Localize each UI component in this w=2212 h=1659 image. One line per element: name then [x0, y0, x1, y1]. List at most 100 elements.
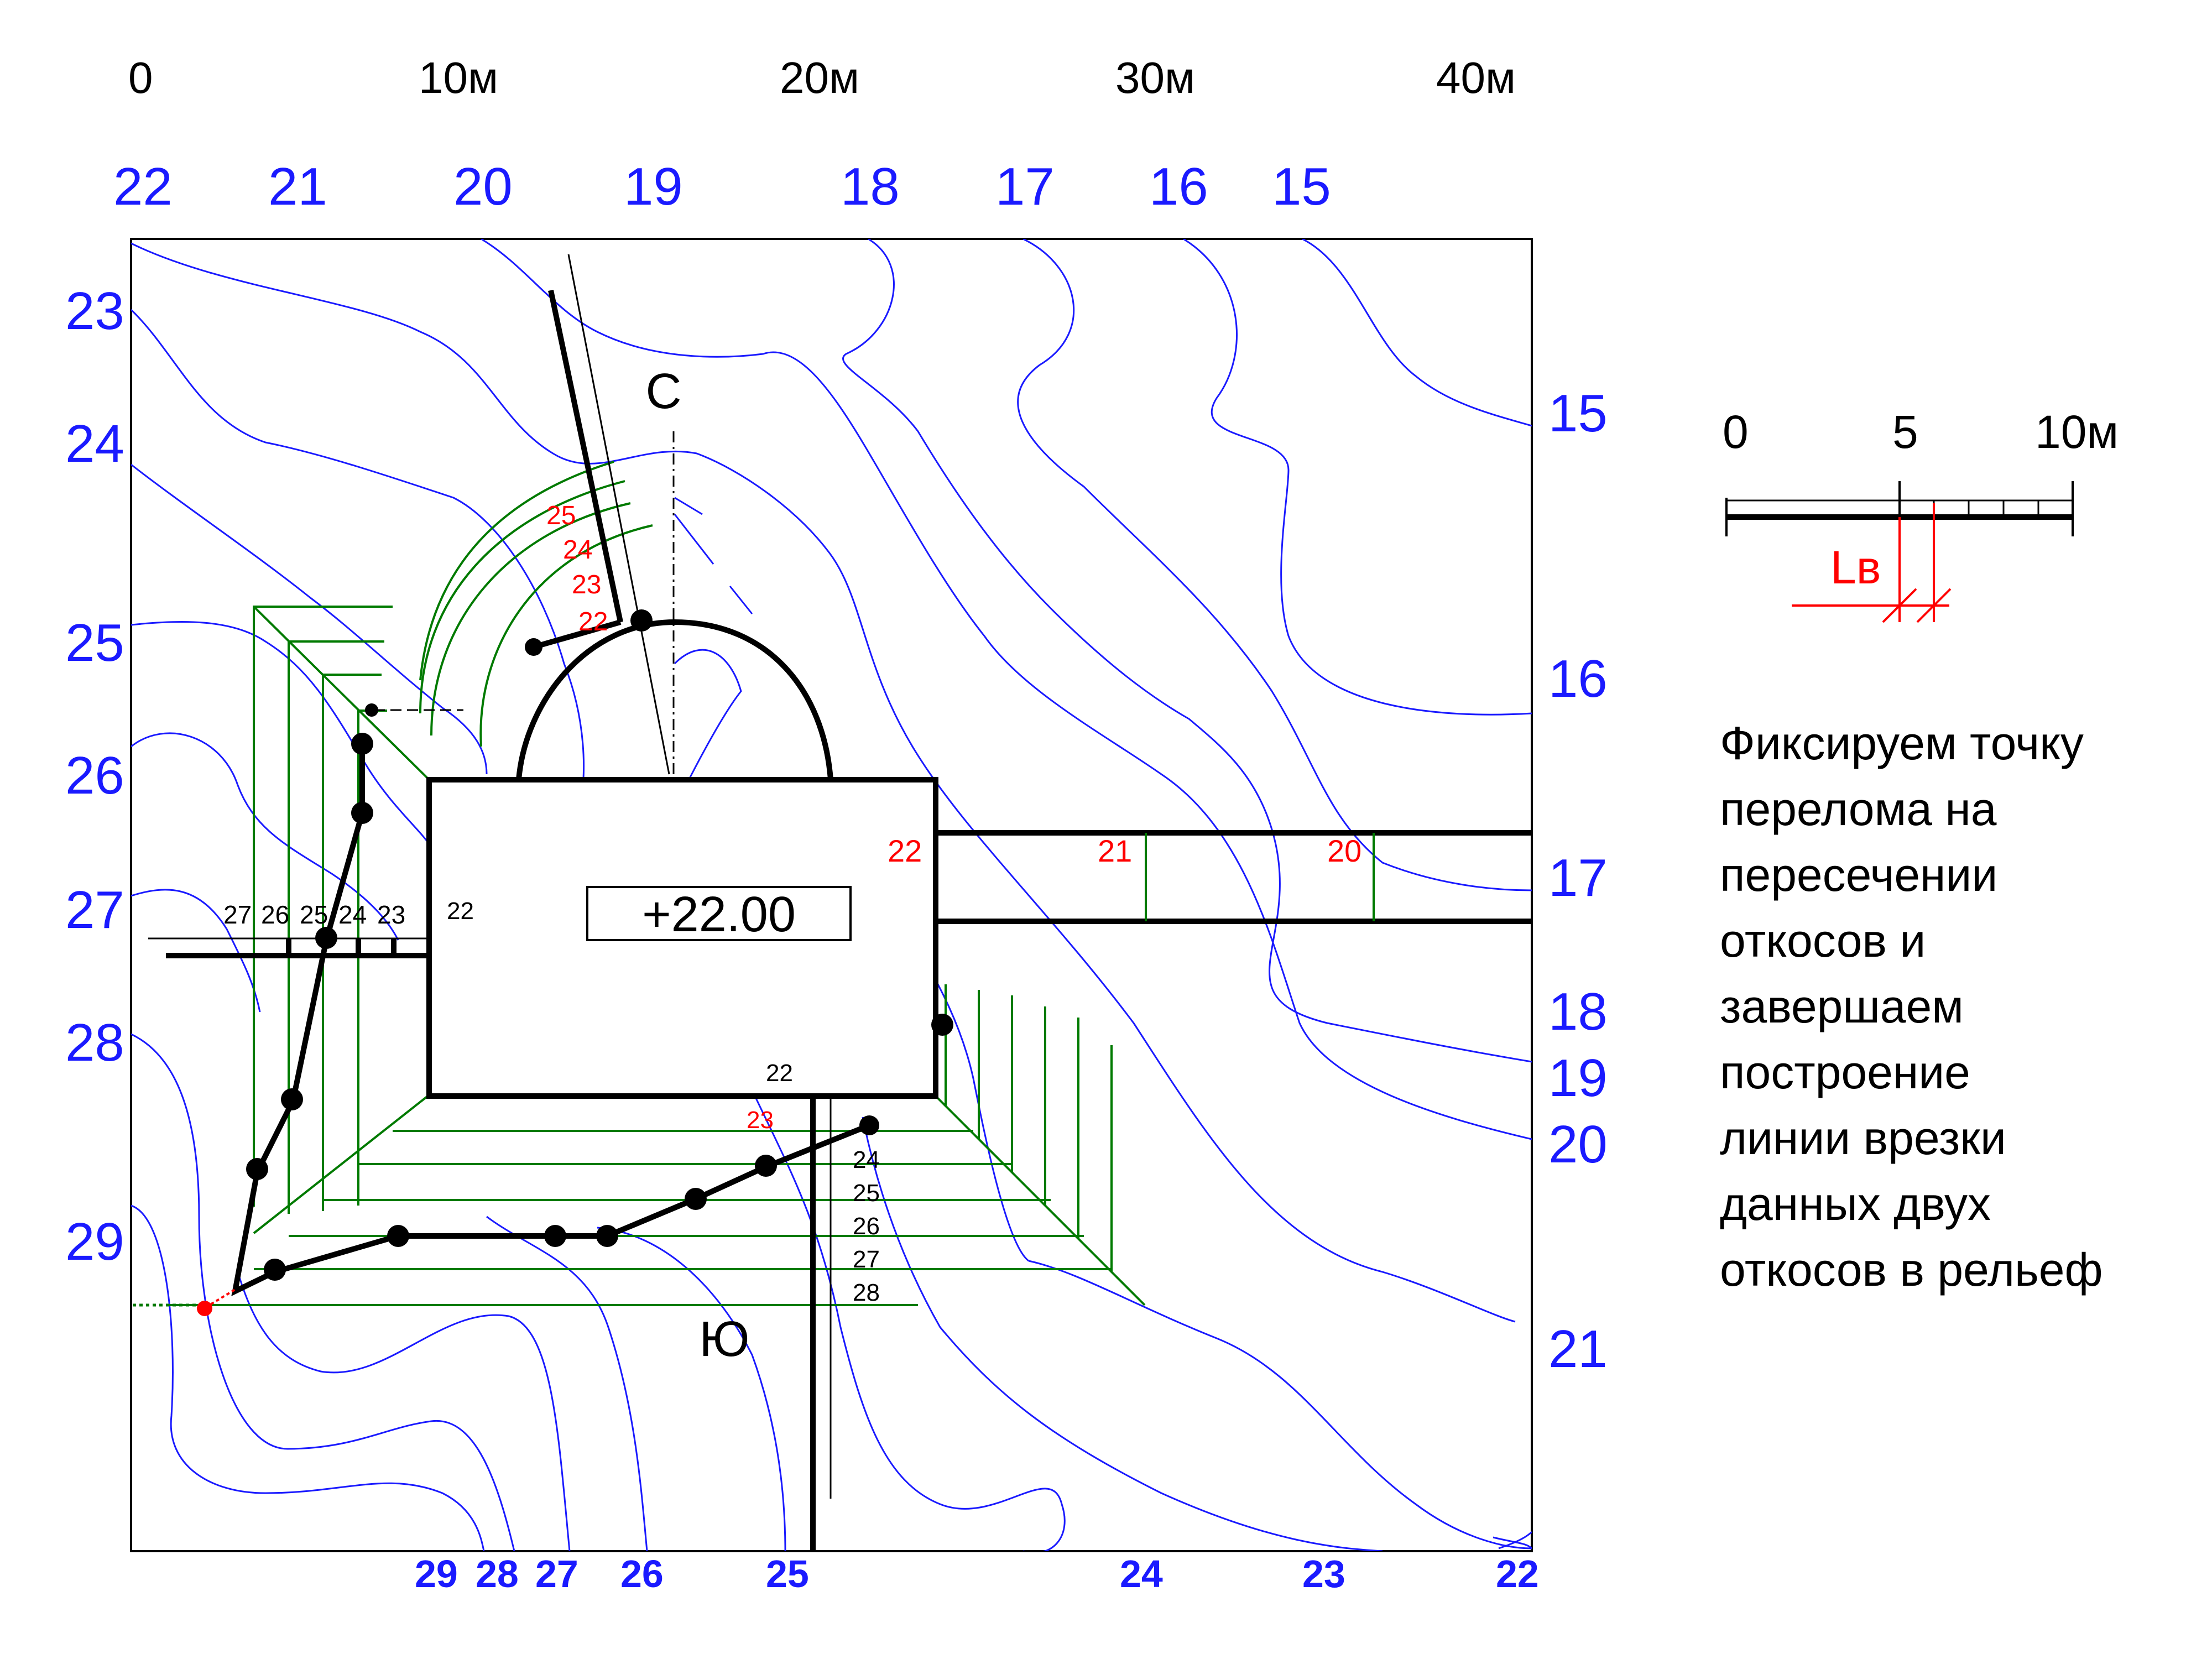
slope-arc [419, 461, 614, 681]
note-line: линии врезки [1720, 1112, 2006, 1164]
north-slope-label: 25 [546, 501, 576, 530]
west-slope-label: 26 [261, 900, 289, 929]
road-label: 21 [1098, 833, 1132, 868]
contour-label: 16 [1548, 649, 1608, 708]
contour-label: 23 [1302, 1552, 1345, 1595]
scale-label-10m: 10м [419, 53, 498, 102]
contour-label: 25 [766, 1552, 809, 1595]
cut-line [197, 609, 953, 1316]
explanation-note: Фиксируем точку перелома на пересечении … [1720, 711, 2206, 1303]
cut-point [755, 1155, 777, 1177]
contour-label: 29 [65, 1212, 124, 1271]
contour-dashed [674, 497, 703, 515]
top-scale: 0 10м 20м 30м 40м [128, 53, 1516, 102]
cut-point [315, 927, 337, 949]
cut-point [859, 1115, 879, 1135]
contour-label: 17 [995, 157, 1055, 216]
contour-line [1493, 1531, 1532, 1550]
cut-point [596, 1225, 618, 1247]
north-label: С [646, 364, 682, 419]
contour-label: 21 [1548, 1319, 1608, 1379]
contour-line [131, 1033, 515, 1551]
south-slope-labels: 23 24 25 26 27 28 [747, 1107, 880, 1306]
cut-point [931, 1014, 953, 1036]
contour-label: 16 [1149, 157, 1208, 216]
top-contour-labels: 22 21 20 19 18 17 16 15 [113, 157, 1331, 216]
contour-dashed [674, 514, 753, 614]
contour-label: 17 [1548, 848, 1608, 907]
contour-label: 18 [841, 157, 900, 216]
lv-label: Lв [1830, 541, 1881, 593]
contour-line [131, 732, 399, 941]
contour-line [597, 1227, 786, 1551]
contour-label: 26 [620, 1552, 664, 1595]
contour-line [131, 889, 261, 1013]
north-slope [419, 461, 753, 747]
platform-left-label: 22 [447, 898, 474, 925]
contour-label: 15 [1272, 157, 1331, 216]
slope-ridge [253, 606, 430, 781]
south-label: Ю [700, 1312, 750, 1367]
north-slope-label: 24 [563, 535, 592, 565]
contour-line [486, 1215, 648, 1551]
contour-label: 19 [1548, 1048, 1608, 1108]
note-line: откосов в рельеф [1720, 1244, 2103, 1296]
south-slope-label: 27 [853, 1246, 880, 1273]
elevation-box [586, 886, 852, 941]
road-label: 20 [1327, 833, 1361, 868]
contour-label: 27 [65, 880, 124, 940]
road-labels: 22 21 20 [888, 833, 1361, 868]
note-line: построение [1720, 1046, 1970, 1098]
scale-label-40m: 40м [1436, 53, 1516, 102]
contour-label: 28 [476, 1552, 519, 1595]
small-scale-label-10m: 10м [2035, 406, 2119, 458]
contour-label: 20 [453, 157, 513, 216]
north-slope-label: 23 [572, 570, 601, 599]
break-point [197, 1301, 212, 1316]
scale-label-30m: 30м [1115, 53, 1195, 102]
platform-bottom-label: 22 [766, 1060, 793, 1087]
contour-label: 21 [268, 157, 327, 216]
lv-tick [1916, 588, 1952, 623]
note-line: пересечении [1720, 849, 1998, 901]
south-slope-label: 24 [853, 1146, 880, 1173]
slope-arc [419, 480, 625, 714]
note-line: данных двух [1720, 1178, 1991, 1230]
north-road [548, 289, 623, 623]
north-road-thin [567, 254, 670, 775]
contour-label: 23 [65, 281, 124, 341]
contour-line [131, 242, 1516, 1323]
cut-polyline [231, 744, 870, 1296]
contour-line [745, 1078, 1066, 1551]
contour-line [131, 309, 585, 802]
cut-segment [533, 619, 622, 650]
west-slope-ticks: 27 26 25 24 23 [223, 900, 405, 957]
contour-label: 18 [1548, 982, 1608, 1041]
elevation-label: +22.00 [642, 887, 796, 942]
south-slope-label: 25 [853, 1180, 880, 1207]
contour-label: 19 [624, 157, 683, 216]
cut-point [630, 609, 653, 632]
north-slope-labels: 25 24 23 22 [546, 501, 608, 637]
contour-label: 24 [1120, 1552, 1163, 1595]
contour-label: 25 [65, 613, 124, 672]
contour-label: 26 [65, 746, 124, 805]
contour-label: 22 [1496, 1552, 1539, 1595]
contour-label: 29 [415, 1552, 458, 1595]
contour-label: 27 [535, 1552, 578, 1595]
bottom-contour-labels: 29 28 27 26 25 24 23 22 [415, 1552, 1539, 1595]
west-slope-label: 24 [338, 900, 367, 929]
cut-point [544, 1225, 566, 1247]
contour-line [1028, 1260, 1532, 1550]
note-line: откосов и [1720, 915, 1926, 967]
west-slope-label: 25 [300, 900, 328, 929]
note-line: перелома на [1720, 783, 1997, 835]
cut-point [351, 802, 373, 824]
contour-line [842, 239, 1532, 1063]
lv-tick [1882, 588, 1917, 623]
road-label: 22 [888, 833, 922, 868]
slope-ridge [253, 1094, 430, 1234]
small-scale-label-5: 5 [1892, 406, 1918, 458]
contour-lines [131, 239, 1532, 1551]
cut-point [281, 1088, 303, 1110]
